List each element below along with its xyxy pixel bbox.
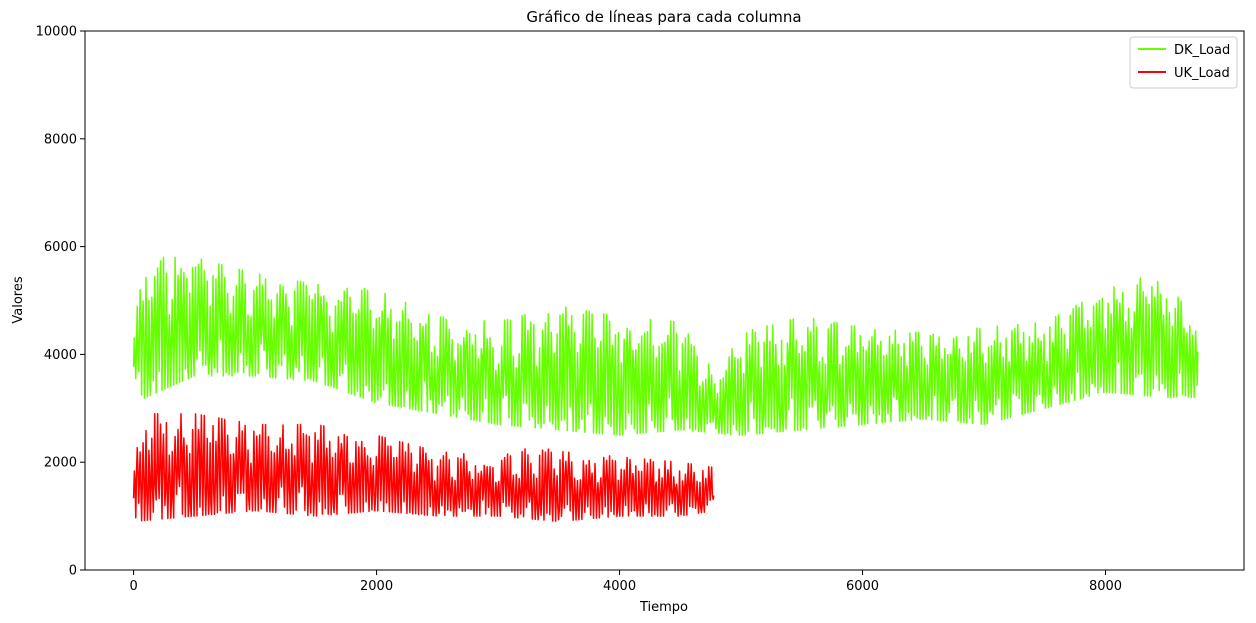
y-tick-label: 4000	[44, 348, 77, 363]
y-tick-label: 2000	[44, 456, 77, 471]
chart-title: Gráfico de líneas para cada columna	[526, 8, 801, 26]
legend: DK_Load UK_Load	[1129, 36, 1238, 89]
x-tick-label: 6000	[846, 579, 879, 594]
x-axis-ticks: 0 2000 4000 6000 8000	[129, 570, 1122, 594]
x-tick-label: 0	[129, 579, 137, 594]
axes-frame	[84, 30, 1245, 571]
y-tick-label: 6000	[44, 240, 77, 255]
plot-area	[84, 30, 1245, 571]
y-axis-ticks: 0 2000 4000 6000 8000 10000	[36, 25, 85, 579]
x-tick-label: 4000	[603, 579, 636, 594]
series-layer	[132, 256, 1199, 522]
y-tick-label: 8000	[44, 132, 77, 147]
x-tick-label: 8000	[1089, 579, 1122, 594]
y-axis-label: Valores	[11, 276, 26, 323]
x-axis-label: Tiempo	[639, 600, 688, 615]
legend-label-uk-load: UK_Load	[1174, 66, 1230, 81]
legend-label-dk-load: DK_Load	[1174, 43, 1230, 58]
series-line-dk-load	[132, 256, 1199, 436]
y-tick-label: 10000	[36, 25, 77, 40]
series-line-uk-load	[132, 412, 715, 522]
x-tick-label: 2000	[360, 579, 393, 594]
y-tick-label: 0	[69, 564, 77, 579]
